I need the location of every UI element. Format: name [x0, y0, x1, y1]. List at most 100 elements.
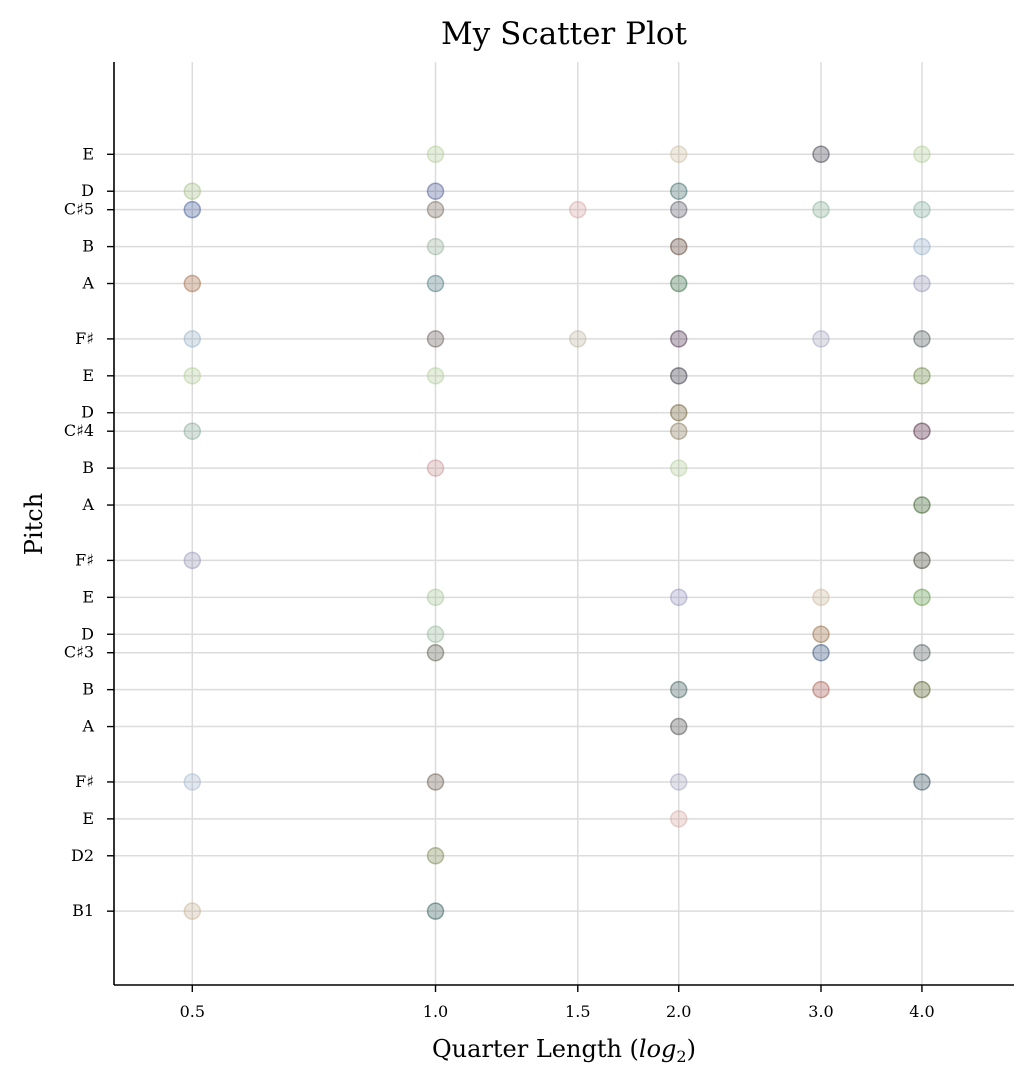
data-point — [183, 274, 202, 293]
data-point — [669, 588, 688, 607]
data-point — [913, 643, 931, 662]
data-point — [183, 182, 202, 200]
data-point — [426, 588, 445, 607]
y-tick-label: A — [81, 274, 94, 293]
data-point — [812, 588, 830, 607]
data-point — [669, 200, 688, 219]
data-point — [426, 902, 445, 920]
data-point — [812, 643, 830, 662]
data-point — [426, 237, 445, 256]
data-point — [913, 551, 931, 570]
x-axis-label-text: Quarter Length ( — [432, 1035, 639, 1063]
data-point — [913, 367, 931, 385]
y-tick-label: C♯4 — [64, 421, 94, 440]
data-points — [183, 145, 931, 920]
data-point — [913, 200, 931, 219]
data-point — [183, 200, 202, 219]
data-point — [183, 330, 202, 348]
data-point — [812, 330, 830, 348]
data-point — [913, 496, 931, 514]
data-point — [669, 773, 688, 791]
data-point — [426, 625, 445, 644]
x-axis-ticks: 0.5 1.0 1.5 2.0 3.0 4.0 — [180, 985, 935, 1021]
y-gridlines — [114, 153, 1014, 912]
y-tick-label: D — [81, 181, 94, 200]
x-axis-label-subscript: 2 — [676, 1047, 686, 1066]
data-point — [669, 330, 688, 348]
x-tick-label: 3.0 — [808, 1002, 833, 1021]
data-point — [913, 680, 931, 699]
y-tick-label: F♯ — [75, 329, 94, 348]
x-tick-label: 4.0 — [909, 1002, 934, 1021]
data-point — [812, 200, 830, 219]
data-point — [426, 274, 445, 293]
y-tick-label: E — [82, 144, 94, 163]
data-point — [426, 330, 445, 348]
y-tick-label: D — [81, 403, 94, 422]
data-point — [426, 182, 445, 200]
y-tick-label: E — [82, 809, 94, 828]
data-point — [426, 145, 445, 164]
y-tick-label: D — [81, 624, 94, 643]
data-point — [426, 200, 445, 219]
data-point — [183, 773, 202, 791]
chart-title: My Scatter Plot — [441, 16, 688, 52]
data-point — [183, 551, 202, 570]
data-point — [669, 367, 688, 385]
data-point — [183, 367, 202, 385]
y-tick-label: D2 — [71, 846, 94, 865]
y-tick-label: C♯5 — [64, 200, 94, 219]
x-tick-label: 0.5 — [180, 1002, 205, 1021]
x-tick-label: 2.0 — [666, 1002, 691, 1021]
data-point — [569, 200, 587, 219]
data-point — [669, 274, 688, 293]
data-point — [669, 182, 688, 200]
data-point — [913, 422, 931, 440]
data-point — [669, 459, 688, 477]
data-point — [426, 643, 445, 662]
y-tick-label: B — [82, 680, 94, 699]
data-point — [669, 810, 688, 828]
y-axis-label: Pitch — [20, 493, 48, 555]
data-point — [812, 625, 830, 644]
y-tick-label: B — [82, 458, 94, 477]
y-tick-label: E — [82, 587, 94, 606]
x-axis-label-math: log — [639, 1035, 677, 1063]
data-point — [669, 717, 688, 736]
y-tick-label: F♯ — [75, 550, 94, 569]
x-tick-label: 1.5 — [565, 1002, 590, 1021]
data-point — [669, 237, 688, 256]
data-point — [426, 459, 445, 477]
y-tick-label: A — [81, 495, 94, 514]
data-point — [183, 902, 202, 920]
data-point — [669, 145, 688, 164]
y-tick-label: B — [82, 237, 94, 256]
y-tick-label: E — [82, 366, 94, 385]
y-tick-label: F♯ — [75, 772, 94, 791]
data-point — [426, 847, 445, 865]
data-point — [669, 403, 688, 422]
x-tick-label: 1.0 — [423, 1002, 448, 1021]
data-point — [426, 367, 445, 385]
data-point — [569, 330, 587, 348]
data-point — [183, 422, 202, 440]
x-gridlines — [191, 62, 923, 985]
data-point — [913, 237, 931, 256]
y-tick-label: A — [81, 717, 94, 736]
data-point — [812, 680, 830, 699]
data-point — [669, 680, 688, 699]
data-point — [913, 773, 931, 791]
data-point — [913, 330, 931, 348]
y-tick-label: C♯3 — [64, 643, 94, 662]
data-point — [426, 773, 445, 791]
data-point — [913, 145, 931, 164]
data-point — [913, 274, 931, 293]
data-point — [669, 422, 688, 440]
x-axis-label-close: ) — [687, 1035, 696, 1063]
data-point — [913, 588, 931, 607]
data-point — [812, 145, 830, 164]
x-axis-label: Quarter Length (log2) — [432, 1035, 696, 1066]
y-tick-label: B1 — [72, 901, 94, 920]
